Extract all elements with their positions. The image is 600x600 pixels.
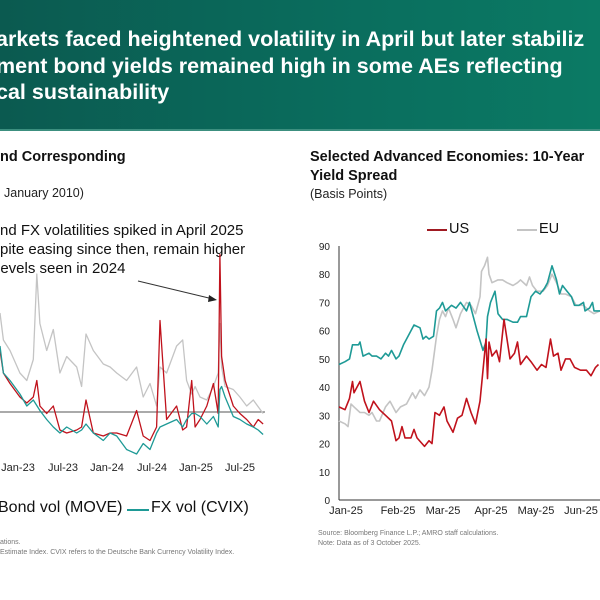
left-x-tick-label: Jan-24	[90, 462, 124, 474]
left-series-bond-vol-move-	[0, 273, 264, 414]
legend-bond-vol: Bond vol (MOVE)	[0, 499, 123, 516]
right-x-tick-label: Feb-25	[381, 505, 416, 517]
right-chart-subtitle: (Basis Points)	[310, 187, 388, 201]
arrow-head-icon	[208, 295, 217, 302]
left-series-fx-vol-cvix-	[0, 345, 264, 455]
left-x-tick-label: Jan-25	[179, 462, 213, 474]
right-y-tick-label: 90	[319, 242, 331, 253]
right-x-tick-label: Apr-25	[474, 505, 507, 517]
left-x-tick-label: Jul-23	[48, 462, 78, 474]
legend-swatch-fx-vol	[127, 509, 149, 511]
legend-eu: EU	[539, 221, 560, 237]
right-y-tick-label: 40	[319, 383, 331, 394]
annotation-line-3: levels seen in 2024	[0, 260, 126, 277]
left-note-2: Estimate Index. CVIX refers to the Deuts…	[0, 549, 235, 556]
left-x-tick-label: Jul-25	[225, 462, 255, 474]
annotation-arrow	[137, 280, 214, 300]
left-x-tick-label: Jan-23	[1, 462, 35, 474]
left-note-1: ations.	[0, 539, 21, 546]
right-y-tick-label: 80	[319, 270, 331, 281]
right-note-date: Note: Data as of 3 October 2025.	[318, 540, 421, 547]
right-note-source: Source: Bloomberg Finance L.P.; AMRO sta…	[318, 530, 499, 537]
left-series-unlabeled-1	[0, 253, 264, 442]
legend-fx-vol: FX vol (CVIX)	[151, 499, 249, 516]
right-series-eu	[338, 256, 600, 428]
right-x-tick-label: Jun-25	[564, 505, 598, 517]
left-x-tick-label: Jul-24	[137, 462, 167, 474]
header-line-3: cal sustainability	[0, 80, 170, 104]
right-y-tick-label: 20	[319, 440, 331, 451]
header-line-2: ment bond yields remained high in some A…	[0, 54, 563, 78]
legend-swatch-eu	[517, 229, 537, 231]
slide-header: arkets faced heightened volatility in Ap…	[0, 0, 600, 131]
left-chart-subtitle: January 2010)	[4, 186, 84, 200]
right-y-tick-label: 10	[319, 468, 331, 479]
right-y-tick-label: 60	[319, 327, 331, 338]
annotation-line-2: pite easing since then, remain higher	[0, 241, 246, 258]
right-y-tick-label: 70	[319, 298, 331, 309]
right-series-us	[338, 318, 600, 448]
annotation-line-1: nd FX volatilities spiked in April 2025	[0, 222, 244, 239]
right-chart-title-1: Selected Advanced Economies: 10-Year	[310, 149, 585, 165]
right-series-unlabeled-2	[338, 264, 600, 366]
header-divider	[0, 129, 600, 131]
legend-swatch-us	[427, 229, 447, 231]
right-chart-title-2: Yield Spread	[310, 168, 398, 184]
left-chart-title: nd Corresponding	[0, 149, 126, 165]
right-x-tick-label: Mar-25	[426, 505, 461, 517]
header-line-1: arkets faced heightened volatility in Ap…	[0, 27, 585, 51]
right-x-tick-label: May-25	[518, 505, 555, 517]
right-y-tick-label: 50	[319, 355, 331, 366]
legend-us: US	[449, 221, 470, 237]
right-y-tick-label: 0	[324, 496, 330, 507]
right-x-tick-label: Jan-25	[329, 505, 363, 517]
right-y-tick-label: 30	[319, 411, 331, 422]
